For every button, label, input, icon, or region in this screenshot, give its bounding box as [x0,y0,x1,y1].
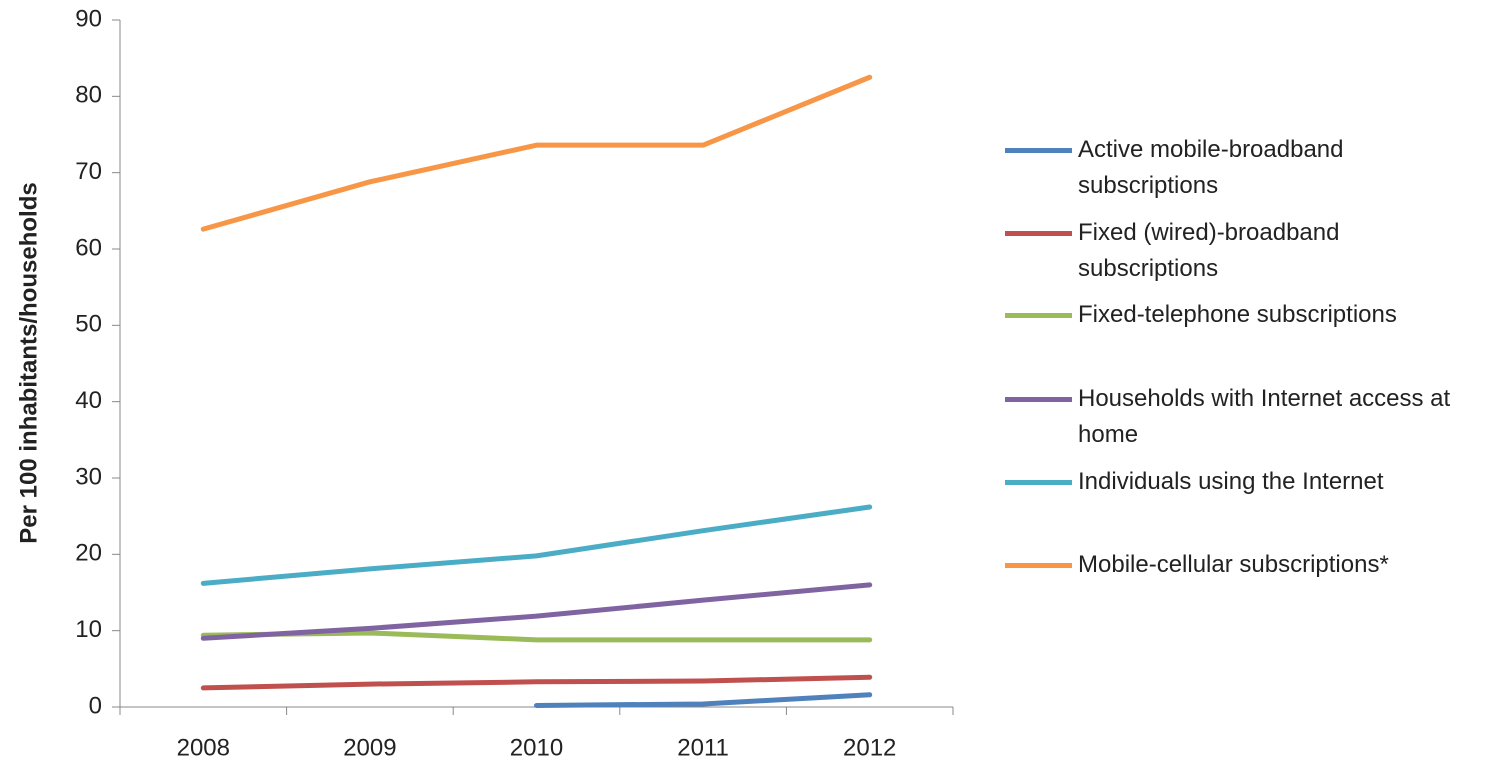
legend-label: Fixed (wired)-broadband subscriptions [1078,219,1340,282]
y-tick-label: 30 [75,463,102,490]
y-tick-label: 90 [75,5,102,32]
legend-swatch [1005,313,1072,318]
legend-swatch [1005,148,1072,153]
legend-swatch [1005,563,1072,568]
series-line [200,582,873,641]
series-line [200,74,873,232]
series-line [200,674,873,691]
legend-label: Mobile-cellular subscriptions* [1078,551,1389,578]
y-tick-label: 20 [75,540,102,567]
legend-swatch [1005,480,1072,485]
y-tick-label: 60 [75,234,102,261]
series-line [534,692,873,708]
x-tick-label: 2008 [177,734,230,761]
legend-item: Individuals using the Internet [1005,464,1478,500]
y-tick-label: 0 [89,692,102,719]
y-tick-label: 70 [75,158,102,185]
legend-item: Mobile-cellular subscriptions* [1005,547,1478,583]
legend-label: Fixed-telephone subscriptions [1078,301,1397,328]
y-tick-label: 80 [75,82,102,109]
legend-item: Fixed-telephone subscriptions [1005,297,1478,333]
legend-item: Fixed (wired)-broadband subscriptions [1005,215,1478,287]
legend-swatch [1005,397,1072,402]
x-tick-label: 2012 [843,734,896,761]
legend-swatch [1005,231,1072,236]
legend-label: Active mobile-broadband subscriptions [1078,136,1344,199]
y-tick-label: 10 [75,616,102,643]
legend-label: Households with Internet access at home [1078,385,1451,448]
legend-item: Active mobile-broadband subscriptions [1005,132,1478,204]
x-tick-label: 2011 [677,734,729,761]
y-tick-label: 40 [75,387,102,414]
y-axis-label: Per 100 inhabitants/households [15,182,42,543]
x-tick-label: 2009 [343,734,396,761]
legend-label: Individuals using the Internet [1078,468,1384,495]
y-tick-label: 50 [75,311,102,338]
series-line [200,504,873,586]
x-tick-label: 2010 [510,734,563,761]
legend-item: Households with Internet access at home [1005,381,1478,453]
